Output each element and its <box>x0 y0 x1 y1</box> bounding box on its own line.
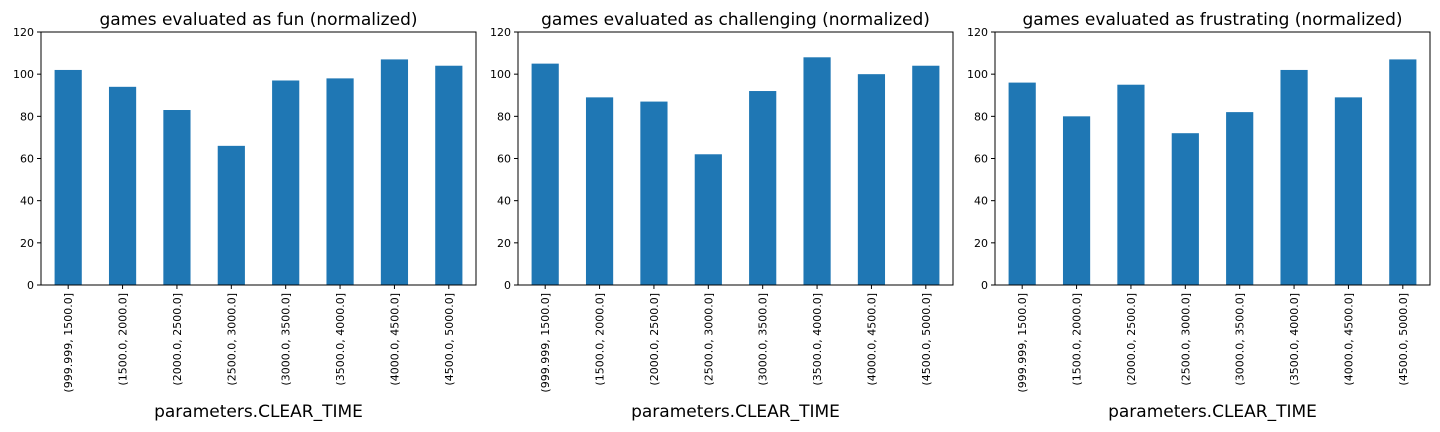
bar <box>380 59 409 285</box>
y-tick-label: 120 <box>13 26 34 39</box>
bar <box>326 78 354 285</box>
x-axis-label: parameters.CLEAR_TIME <box>1108 402 1317 422</box>
x-tick-label: (2500.0, 3000.0] <box>702 293 715 386</box>
y-tick-label: 80 <box>20 110 34 123</box>
x-tick-label: (2500.0, 3000.0] <box>1179 293 1192 386</box>
bar <box>1171 133 1199 285</box>
y-tick-label: 60 <box>497 153 511 166</box>
bar <box>1062 116 1091 285</box>
x-tick-label: (999.999, 1500.0] <box>1016 293 1029 393</box>
x-tick-label: (3000.0, 3500.0] <box>280 293 293 386</box>
x-tick-label: (4000.0, 4500.0] <box>388 293 401 386</box>
chart-title: games evaluated as frustrating (normaliz… <box>1022 10 1402 30</box>
x-tick-label: (3000.0, 3500.0] <box>1234 293 1247 386</box>
x-tick-label: (999.999, 1500.0] <box>539 293 552 393</box>
x-tick-label: (4500.0, 5000.0] <box>920 293 933 386</box>
y-tick-label: 0 <box>27 279 34 292</box>
y-tick-label: 60 <box>20 153 34 166</box>
x-axis-label: parameters.CLEAR_TIME <box>631 402 840 422</box>
chart-panel-1: 0 20 40 60 80 100 120 (999.999, 1500.0] (1500.0,… <box>13 10 477 422</box>
y-tick-label: 120 <box>490 26 511 39</box>
chart-title: games evaluated as fun (normalized) <box>99 10 417 30</box>
x-tick-label: (2000.0, 2500.0] <box>171 293 184 386</box>
bar <box>1280 69 1308 285</box>
y-tick-label: 40 <box>497 195 511 208</box>
bar <box>531 63 559 286</box>
bar <box>272 80 300 286</box>
x-tick-label: (2000.0, 2500.0] <box>648 293 661 386</box>
chart-title: games evaluated as challenging (normaliz… <box>541 10 930 30</box>
x-tick-label: (1500.0, 2000.0] <box>1071 293 1084 386</box>
x-tick-label: (2000.0, 2500.0] <box>1125 293 1138 386</box>
bar <box>912 65 940 285</box>
chart-panel-2: 0 20 40 60 80 100 120 (999.999, 1500.0] (1500.0,… <box>490 10 954 422</box>
x-tick-label: (4000.0, 4500.0] <box>1342 293 1355 386</box>
y-tick-label: 40 <box>20 195 34 208</box>
y-tick-label: 80 <box>974 110 988 123</box>
x-tick-label: (3500.0, 4000.0] <box>811 293 824 386</box>
plot-frame <box>994 31 1431 286</box>
y-tick-label: 60 <box>974 153 988 166</box>
bar <box>435 65 463 285</box>
bar <box>1389 59 1417 285</box>
y-tick-label: 100 <box>13 68 34 81</box>
bar <box>1334 97 1363 285</box>
y-tick-label: 20 <box>974 237 988 250</box>
y-tick-label: 100 <box>967 68 988 81</box>
x-tick-label: (4500.0, 5000.0] <box>443 293 456 386</box>
x-tick-label: (2500.0, 3000.0] <box>225 293 238 386</box>
x-tick-label: (4000.0, 4500.0] <box>865 293 878 386</box>
y-tick-label: 120 <box>967 26 988 39</box>
y-tick-label: 0 <box>504 279 511 292</box>
bar <box>585 97 614 285</box>
bar <box>163 110 191 285</box>
bar <box>1008 82 1036 285</box>
bar <box>694 154 722 285</box>
y-tick-label: 40 <box>974 195 988 208</box>
bar <box>54 69 82 285</box>
x-tick-label: (4500.0, 5000.0] <box>1397 293 1410 386</box>
x-axis-label: parameters.CLEAR_TIME <box>154 402 363 422</box>
plot-frame <box>40 31 477 286</box>
y-tick-label: 100 <box>490 68 511 81</box>
bar <box>640 101 668 285</box>
bar <box>749 91 777 285</box>
plot-frame <box>517 31 954 286</box>
x-tick-label: (3500.0, 4000.0] <box>1288 293 1301 386</box>
x-tick-label: (3500.0, 4000.0] <box>334 293 347 386</box>
bar <box>803 57 831 285</box>
y-tick-label: 0 <box>981 279 988 292</box>
x-tick-label: (999.999, 1500.0] <box>62 293 75 393</box>
bar <box>108 86 137 285</box>
x-tick-label: (1500.0, 2000.0] <box>117 293 130 386</box>
bar <box>1117 84 1145 286</box>
bar <box>857 74 886 285</box>
y-tick-label: 20 <box>497 237 511 250</box>
bar <box>1226 112 1254 286</box>
y-tick-label: 20 <box>20 237 34 250</box>
bar <box>217 145 245 285</box>
x-tick-label: (1500.0, 2000.0] <box>594 293 607 386</box>
chart-panel-3: 0 20 40 60 80 100 120 (999.999, 1500.0] (1500.0,… <box>967 10 1431 422</box>
x-tick-label: (3000.0, 3500.0] <box>757 293 770 386</box>
y-tick-label: 80 <box>497 110 511 123</box>
